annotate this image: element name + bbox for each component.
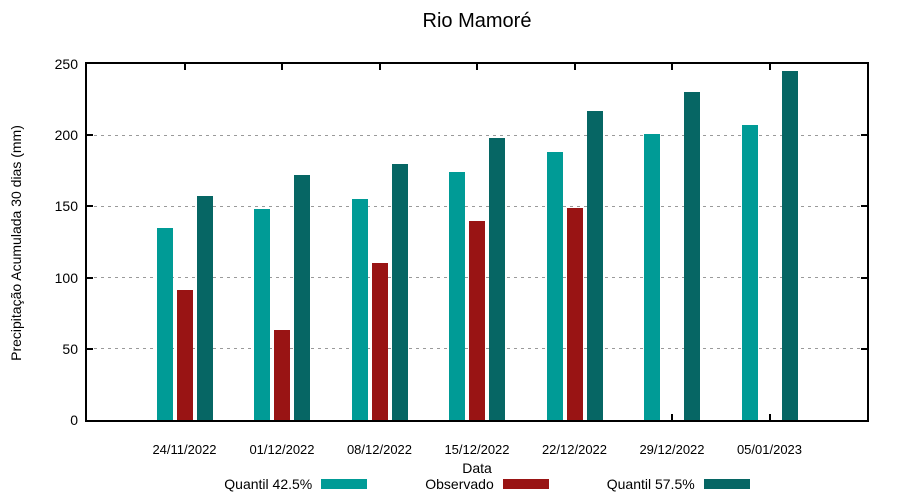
y-tick-label: 0 xyxy=(70,412,78,428)
x-tick-mark xyxy=(768,414,771,420)
bar-observado xyxy=(176,290,193,420)
legend-swatch xyxy=(502,479,549,489)
y-axis-label: Precipitação Acumulada 30 dias (mm) xyxy=(8,125,24,361)
legend-label: Quantil 42.5% xyxy=(224,476,313,492)
chart-title: Rio Mamoré xyxy=(422,10,532,32)
bar-quantil-42.5- xyxy=(644,133,660,420)
x-tick-mark xyxy=(768,64,771,70)
y-tick-label: 150 xyxy=(54,198,78,215)
x-tick-mark xyxy=(281,64,283,70)
bar-quantil-57.5- xyxy=(294,175,310,420)
bar-quantil-42.5- xyxy=(449,172,465,420)
x-tick-label: 22/12/2022 xyxy=(541,442,608,457)
x-tick-mark xyxy=(573,64,576,70)
y-tick-mark xyxy=(87,205,93,208)
gridline xyxy=(87,205,867,207)
y-tick-mark xyxy=(861,205,867,208)
bar-observado xyxy=(469,220,485,420)
plot-area xyxy=(85,62,869,422)
bar-quantil-42.5- xyxy=(254,209,270,420)
legend-label: Observado xyxy=(425,476,494,492)
bar-observado xyxy=(566,207,583,420)
x-tick-mark xyxy=(183,64,186,70)
x-tick-label: 24/11/2022 xyxy=(152,442,217,457)
gridline xyxy=(87,134,867,136)
bar-quantil-57.5- xyxy=(196,196,213,420)
x-tick-mark xyxy=(378,64,381,70)
x-axis-label: Data xyxy=(462,460,492,476)
legend-entry: Quantil 42.5% xyxy=(224,476,368,492)
x-tick-label: 08/12/2022 xyxy=(346,442,413,457)
x-tick-mark xyxy=(476,64,478,70)
bar-quantil-57.5- xyxy=(684,92,700,420)
y-tick-mark xyxy=(87,347,93,350)
y-tick-label: 200 xyxy=(54,127,78,144)
legend-swatch xyxy=(703,479,750,489)
y-tick-label: 250 xyxy=(54,56,78,72)
legend-swatch xyxy=(321,479,368,489)
bar-quantil-42.5- xyxy=(156,227,173,420)
y-tick-mark xyxy=(87,134,93,137)
x-tick-mark xyxy=(671,414,673,420)
x-tick-label: 01/12/2022 xyxy=(249,442,315,457)
x-tick-label: 15/12/2022 xyxy=(444,442,510,457)
bar-quantil-57.5- xyxy=(781,71,798,420)
bar-quantil-57.5- xyxy=(489,138,505,420)
y-tick-mark xyxy=(87,276,93,279)
bar-quantil-42.5- xyxy=(741,125,758,420)
legend-label: Quantil 57.5% xyxy=(606,476,695,492)
x-tick-label: 05/01/2023 xyxy=(736,442,803,457)
bar-quantil-42.5- xyxy=(351,199,368,420)
bar-observado xyxy=(274,330,290,420)
bar-observado xyxy=(371,263,388,420)
y-tick-mark xyxy=(861,347,867,350)
y-tick-label: 50 xyxy=(62,340,78,357)
legend: Quantil 42.5% Observado Quantil 57.5% xyxy=(95,476,879,492)
y-tick-mark xyxy=(861,134,867,137)
legend-entry: Quantil 57.5% xyxy=(607,476,750,492)
y-tick-mark xyxy=(861,276,867,279)
x-tick-label: 29/12/2022 xyxy=(639,442,705,457)
bar-quantil-42.5- xyxy=(546,152,563,420)
x-tick-mark xyxy=(671,64,673,70)
legend-entry: Observado xyxy=(425,476,549,492)
bar-quantil-57.5- xyxy=(586,111,603,420)
bar-quantil-57.5- xyxy=(391,163,408,420)
y-tick-label: 100 xyxy=(54,269,78,286)
